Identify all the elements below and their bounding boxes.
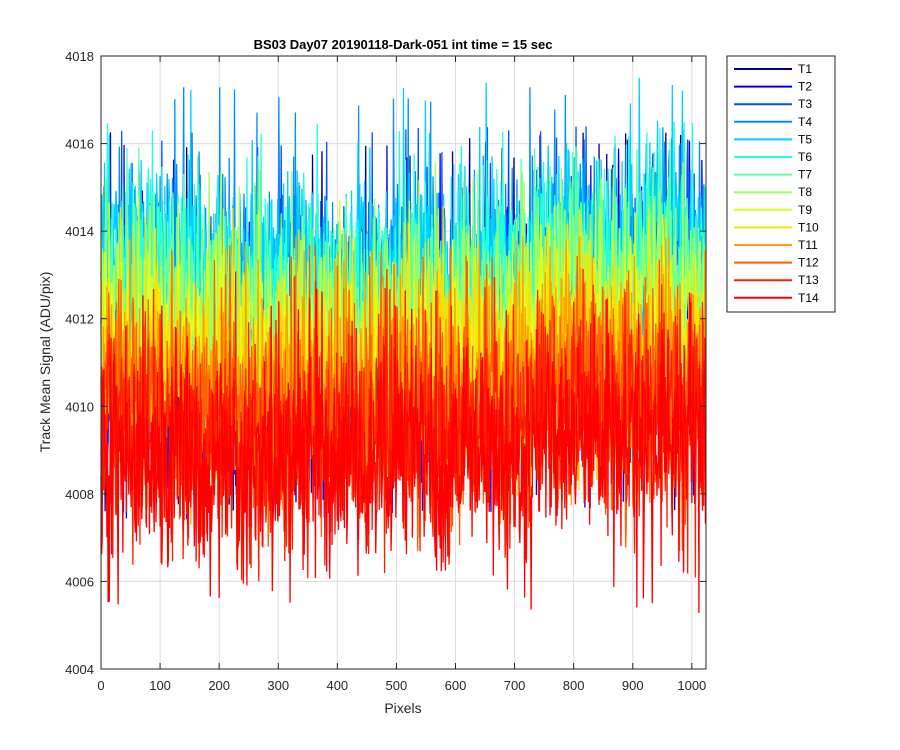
x-tick-label: 1000 [677,678,706,693]
y-tick-label: 4004 [65,662,94,677]
legend: T1 T2 T3 T4 T5 T6 T7 T8 T9 T10 T11 T12 T13 T14 [726,55,836,313]
x-tick-label: 800 [563,678,585,693]
series-lines [100,77,707,614]
x-tick-label: 600 [445,678,467,693]
y-tick-label: 4016 [65,137,94,152]
series-line-t14 [100,288,707,614]
y-axis-title: Track Mean Signal (ADU/pix) [37,272,53,453]
x-axis-title: Pixels [384,700,421,716]
x-tick-label: 0 [97,678,104,693]
chart-title: BS03 Day07 20190118-Dark-051 int time = … [254,37,553,52]
y-tick-label: 4014 [65,224,94,239]
legend-label-t6: T6 [798,150,812,164]
legend-label-t9: T9 [798,203,812,217]
legend-label-t1: T1 [798,62,812,76]
legend-label-t14: T14 [798,291,819,305]
legend-label-t5: T5 [798,132,812,146]
legend-label-t4: T4 [798,115,812,129]
x-tick-label: 700 [504,678,526,693]
plot-frame [100,55,707,670]
legend-label-t8: T8 [798,185,812,199]
x-tick-label: 900 [622,678,644,693]
legend-label-t7: T7 [798,168,812,182]
y-tick-label: 4008 [65,487,94,502]
legend-label-t2: T2 [798,80,812,94]
y-tick-label: 4012 [65,312,94,327]
x-tick-label: 100 [149,678,171,693]
x-tick-label: 200 [208,678,230,693]
x-tick-label: 300 [267,678,289,693]
x-tick-label: 400 [326,678,348,693]
legend-label-t13: T13 [798,273,819,287]
y-tick-label: 4010 [65,399,94,414]
y-tick-label: 4006 [65,574,94,589]
x-tick-label: 500 [386,678,408,693]
legend-label-t3: T3 [798,97,812,111]
legend-label-t12: T12 [798,256,819,270]
axis-ticks: 0 100 200 300 400 500 600 700 800 900 1000 4004 4006… [65,49,706,693]
y-tick-label: 4018 [65,49,94,64]
legend-label-t10: T10 [798,220,819,234]
legend-label-t11: T11 [798,238,818,252]
legend-box [726,55,836,313]
